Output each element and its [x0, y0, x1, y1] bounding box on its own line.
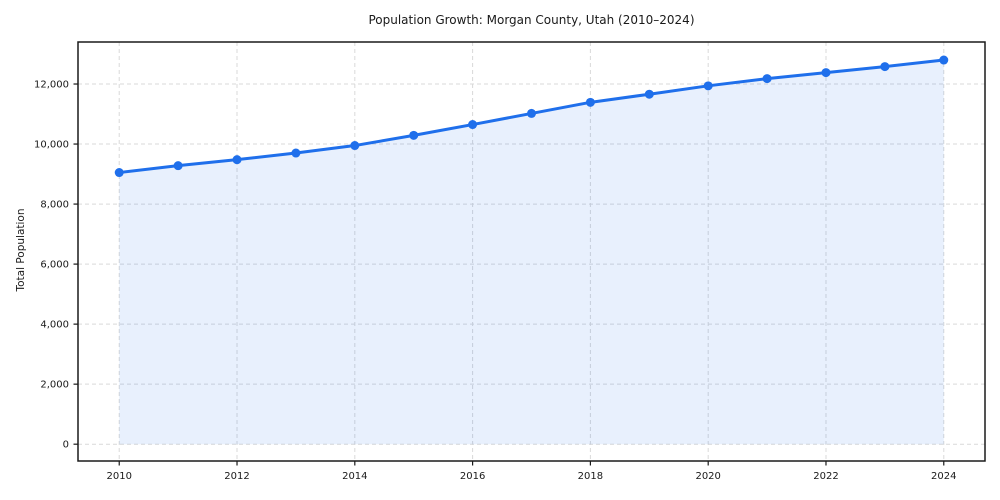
x-tick-label: 2018: [578, 471, 603, 482]
x-tick-label: 2014: [342, 471, 367, 482]
data-point: [527, 108, 536, 118]
y-tick-label: 4,000: [40, 320, 69, 331]
x-tick-label: 2020: [695, 471, 720, 482]
x-tick-label: 2024: [931, 471, 956, 482]
data-point: [821, 68, 831, 78]
marker-group: [114, 55, 949, 178]
x-tick-label: 2012: [224, 471, 249, 482]
chart-title: Population Growth: Morgan County, Utah (…: [368, 13, 695, 27]
y-tick-label: 6,000: [40, 260, 69, 271]
data-point: [880, 62, 890, 72]
y-tick-label: 10,000: [34, 140, 69, 151]
data-point: [703, 81, 713, 91]
y-tick-label: 8,000: [40, 200, 69, 211]
data-point: [409, 130, 419, 140]
data-point: [350, 141, 360, 151]
tick-group: 0 2,000 4,000 6,000 8,000 10,000 12,000 2010 201…: [34, 80, 956, 482]
x-tick-label: 2010: [107, 471, 132, 482]
area-fill: [119, 60, 944, 445]
data-point: [468, 120, 478, 130]
plot-border: [77, 41, 986, 462]
y-tick-label: 12,000: [34, 80, 69, 91]
data-point: [232, 155, 242, 165]
y-tick-label: 0: [63, 440, 69, 451]
data-point: [762, 74, 772, 84]
y-tick-label: 2,000: [40, 380, 69, 391]
data-point: [939, 55, 949, 65]
data-point: [291, 148, 301, 158]
x-tick-label: 2016: [460, 471, 485, 482]
x-tick-label: 2022: [813, 471, 838, 482]
data-point: [173, 161, 183, 171]
data-point: [644, 89, 654, 99]
data-point: [114, 168, 124, 178]
data-point: [585, 97, 595, 107]
